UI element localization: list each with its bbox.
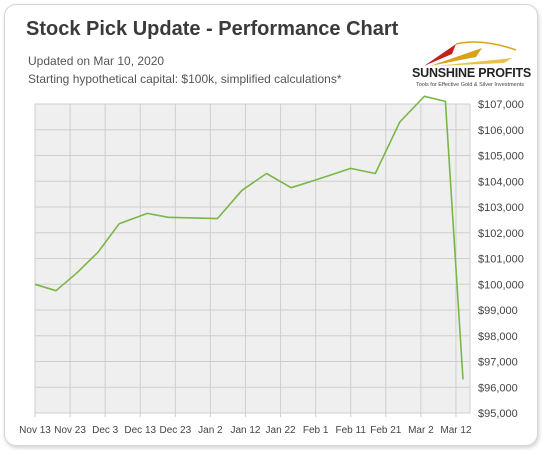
y-tick-label: $97,000 xyxy=(478,357,518,369)
x-tick-label: Jan 22 xyxy=(266,425,296,436)
y-tick-label: $105,000 xyxy=(478,151,524,163)
x-axis-ticks: Nov 13 Nov 23 Dec 3 Dec 13 Dec 23 Jan 2 Jan 12… xyxy=(19,425,472,436)
y-tick-label: $101,000 xyxy=(478,254,524,266)
y-tick-label: $100,000 xyxy=(478,279,524,291)
logo-name: SUNSHINE PROFITS xyxy=(412,66,532,80)
y-tick-label: $103,000 xyxy=(478,202,524,214)
updated-date-text: Updated on Mar 10, 2020 xyxy=(28,54,165,68)
x-tick-label: Feb 11 xyxy=(336,425,367,436)
y-tick-label: $106,000 xyxy=(478,125,524,137)
vertical-gridlines xyxy=(34,104,457,417)
x-tick-label: Jan 2 xyxy=(198,425,223,436)
x-tick-label: Nov 23 xyxy=(54,425,86,436)
y-axis-ticks: $95,000 $96,000 $97,000 $98,000 $99,000 $100,… xyxy=(478,99,524,420)
x-tick-label: Nov 13 xyxy=(19,425,51,436)
x-tick-label: Mar 12 xyxy=(440,425,472,436)
y-tick-label: $98,000 xyxy=(478,331,518,343)
x-tick-label: Feb 1 xyxy=(303,425,329,436)
chart-title: Stock Pick Update - Performance Chart xyxy=(26,18,399,40)
horizontal-gridlines xyxy=(35,103,470,414)
x-tick-label: Dec 3 xyxy=(92,425,119,436)
x-tick-label: Feb 21 xyxy=(370,425,402,436)
starting-capital-text: Starting hypothetical capital: $100k, si… xyxy=(28,72,342,86)
y-tick-label: $102,000 xyxy=(478,228,524,240)
x-tick-label: Mar 2 xyxy=(408,425,434,436)
y-tick-label: $104,000 xyxy=(478,176,524,188)
sunshine-profits-logo: SUNSHINE PROFITS Tools for Effective Gol… xyxy=(412,36,532,94)
logo-swoosh-icon xyxy=(424,41,517,66)
series-line xyxy=(34,95,464,380)
x-tick-label: Dec 23 xyxy=(159,425,191,436)
y-tick-label: $95,000 xyxy=(478,408,518,420)
y-tick-label: $96,000 xyxy=(478,382,518,394)
y-tick-label: $99,000 xyxy=(478,305,518,317)
logo-tagline: Tools for Effective Gold & Silver Invest… xyxy=(415,82,525,88)
x-tick-label: Dec 13 xyxy=(124,425,156,436)
x-tick-label: Jan 12 xyxy=(230,425,260,436)
y-tick-label: $107,000 xyxy=(478,99,524,111)
